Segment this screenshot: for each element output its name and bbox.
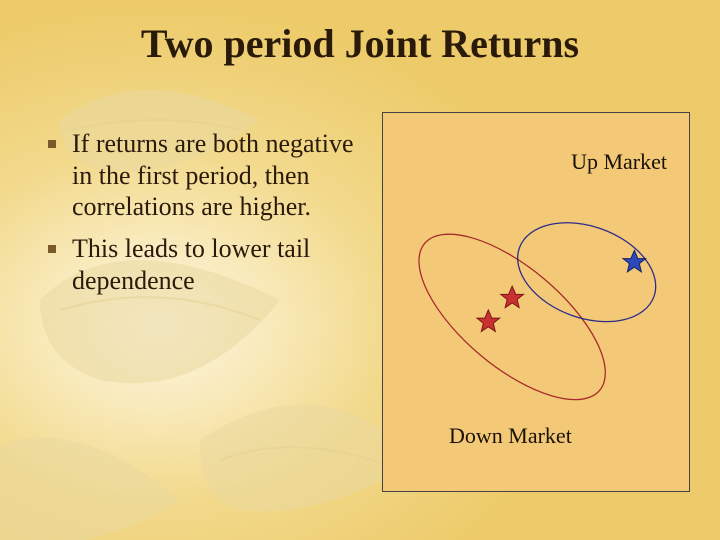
ellipse-blue <box>504 205 670 340</box>
bullet-text: This leads to lower tail dependence <box>72 234 310 295</box>
bullet-text: If returns are both negative in the firs… <box>72 129 354 221</box>
diagram-panel: Up Market Down Market <box>382 112 690 492</box>
bullet-list: If returns are both negative in the firs… <box>42 128 372 307</box>
star-blue-icon <box>623 250 646 272</box>
slide: Two period Joint Returns If returns are … <box>0 0 720 540</box>
down-market-label: Down Market <box>449 423 572 449</box>
star-red-icon <box>477 310 500 332</box>
bullet-square-icon <box>48 245 56 253</box>
bullet-square-icon <box>48 140 56 148</box>
ellipse-red <box>393 205 632 428</box>
up-market-label: Up Market <box>571 149 667 175</box>
list-item: If returns are both negative in the firs… <box>42 128 372 223</box>
star-red-icon <box>501 286 524 308</box>
list-item: This leads to lower tail dependence <box>42 233 372 296</box>
slide-title: Two period Joint Returns <box>0 20 720 67</box>
